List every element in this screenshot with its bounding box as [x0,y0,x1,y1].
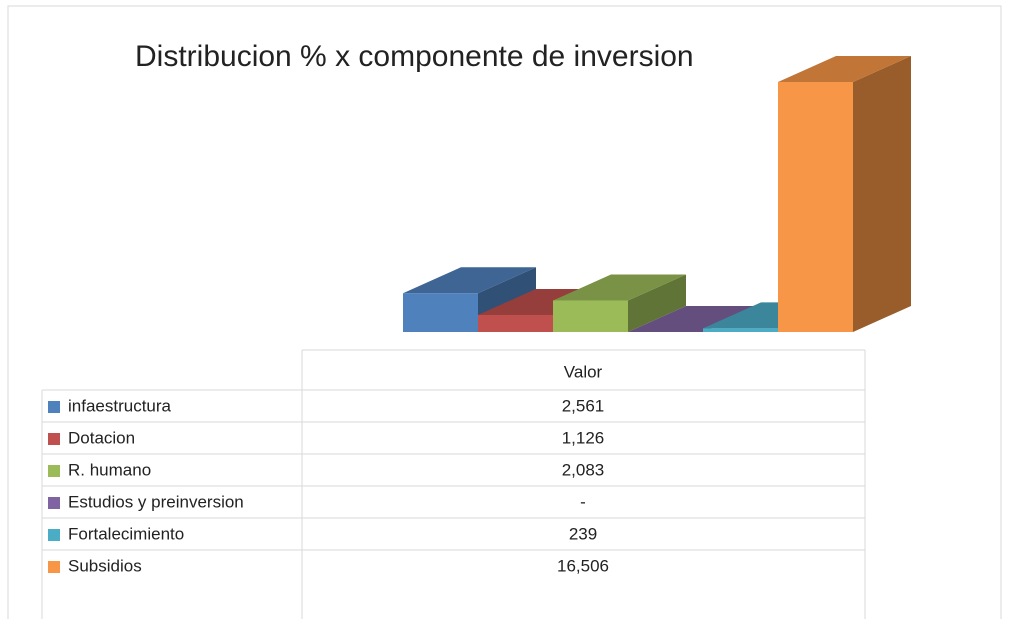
legend-key [48,401,60,413]
bar-top [628,306,761,332]
bar [703,328,778,332]
legend-key [48,529,60,541]
bar [403,293,478,332]
bar [478,314,553,332]
category-label: Estudios y preinversion [68,492,244,511]
category-label: Subsidios [68,556,142,575]
legend-key [48,465,60,477]
bar [553,300,628,332]
bar-top [553,274,686,301]
legend-key [48,433,60,445]
value-label: 2,561 [562,396,605,415]
bar-side [853,56,911,332]
value-label: 239 [569,524,597,543]
value-label: 2,083 [562,460,605,479]
bar-side [628,274,686,332]
value-label: 16,506 [557,556,609,575]
category-label: infaestructura [68,396,172,415]
bar [778,82,853,332]
bar-top [403,267,536,294]
value-label: - [580,492,586,511]
legend-key [48,561,60,573]
legend-key [48,497,60,509]
table-header: Valor [564,362,603,381]
category-label: Fortalecimiento [68,524,184,543]
bar-top [778,56,911,82]
category-label: R. humano [68,460,151,479]
value-label: 1,126 [562,428,605,447]
category-label: Dotacion [68,428,135,447]
chart-title: Distribucion % x componente de inversion [135,40,694,73]
